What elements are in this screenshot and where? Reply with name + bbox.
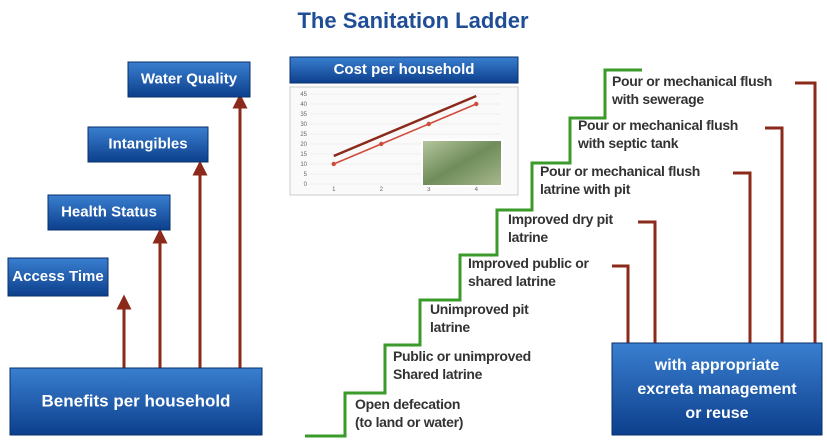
step-label: with septic tank <box>577 135 679 151</box>
step-label: shared latrine <box>468 273 556 289</box>
step-label: Pour or mechanical flush <box>540 163 700 179</box>
step-label: latrine <box>430 319 470 335</box>
cost-point <box>332 162 336 166</box>
cost-banner-text: Cost per household <box>334 61 475 78</box>
benefits: Access Time Health Status Intangibles Water… <box>8 62 262 435</box>
cost-point <box>427 122 431 126</box>
y-tick-label: 30 <box>300 122 307 128</box>
step-label: Pour or mechanical flush <box>578 117 738 133</box>
cost-point <box>379 142 383 146</box>
step-label: with sewerage <box>611 91 704 107</box>
sanitation-ladder: The Sanitation Ladder Access Time Health … <box>0 0 827 440</box>
step-label: (to land or water) <box>355 414 463 430</box>
outcome-label: with appropriate <box>654 357 780 374</box>
benefit-label: Health Status <box>61 203 157 220</box>
step-label: Unimproved pit <box>430 301 529 317</box>
step-label: Pour or mechanical flush <box>612 73 772 89</box>
title: The Sanitation Ladder <box>297 8 528 33</box>
y-tick-label: 25 <box>300 132 307 138</box>
step-label: latrine <box>508 229 548 245</box>
y-tick-label: 15 <box>300 152 307 158</box>
step-label: latrine with pit <box>540 181 631 197</box>
benefit-label: Access Time <box>12 268 103 285</box>
y-tick-label: 20 <box>300 142 307 148</box>
benefit-label: Water Quality <box>141 70 238 87</box>
base-label: Benefits per household <box>42 391 231 410</box>
money-picture <box>422 140 502 186</box>
outcome-label: or reuse <box>685 405 748 422</box>
step-label: Improved public or <box>468 255 589 271</box>
step-label: Open defecation <box>355 396 460 412</box>
step-label: Public or unimproved <box>393 348 531 364</box>
y-tick-label: 35 <box>300 112 307 118</box>
y-tick-label: 10 <box>300 162 307 168</box>
outcome-label: excreta management <box>637 381 797 398</box>
step-label: Improved dry pit <box>508 211 614 227</box>
y-tick-label: 45 <box>300 92 307 98</box>
cost-point <box>474 102 478 106</box>
step-label: Shared latrine <box>393 366 483 382</box>
y-tick-label: 40 <box>300 102 307 108</box>
benefit-label: Intangibles <box>108 135 187 152</box>
